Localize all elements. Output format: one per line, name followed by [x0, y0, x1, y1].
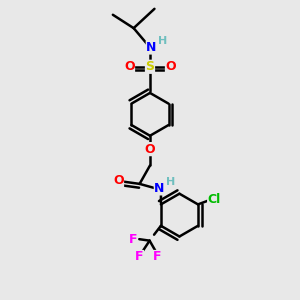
Text: H: H [166, 176, 175, 187]
Text: N: N [146, 41, 157, 54]
Text: F: F [153, 250, 161, 263]
Text: S: S [146, 60, 154, 73]
Text: H: H [158, 36, 167, 46]
Text: F: F [135, 250, 143, 263]
Text: N: N [154, 182, 165, 195]
Text: O: O [124, 60, 134, 73]
Text: Cl: Cl [208, 193, 221, 206]
Text: O: O [113, 174, 124, 188]
Text: F: F [129, 233, 137, 246]
Text: O: O [145, 142, 155, 156]
Text: O: O [166, 60, 176, 73]
